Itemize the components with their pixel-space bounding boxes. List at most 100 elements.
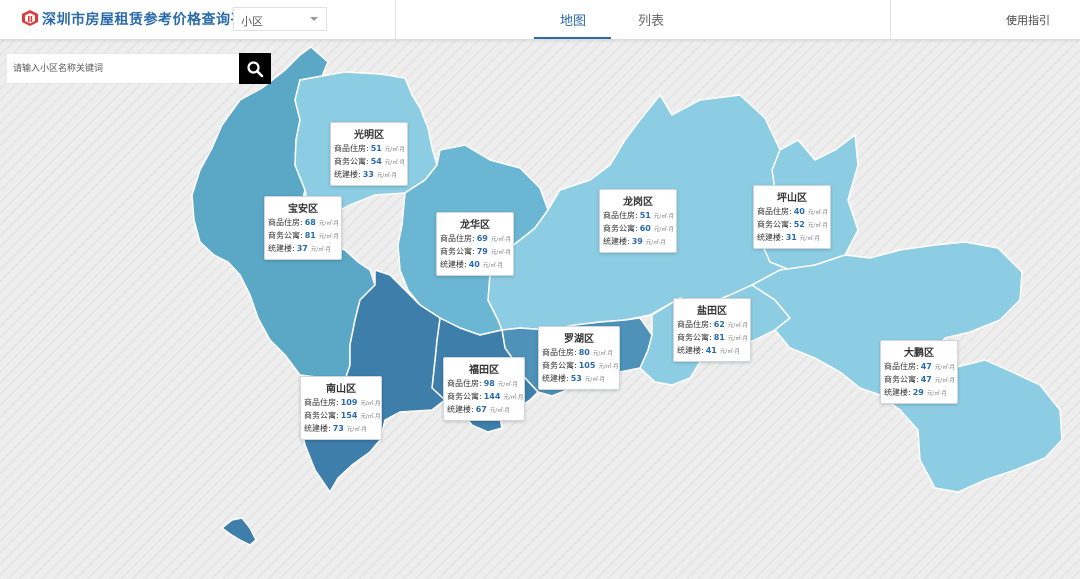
row-unit: 元/㎡·月 [346, 427, 367, 433]
guide-link[interactable]: 使用指引 [1006, 14, 1050, 27]
row-label: 商务公寓: [542, 361, 577, 370]
row-unit: 元/㎡·月 [482, 263, 503, 269]
row-value: 33 [362, 170, 374, 179]
district-card-futian[interactable]: 福田区 商品住房: 98 元/㎡·月 商务公寓: 144 元/㎡·月 统建楼: 67 元/㎡… [443, 357, 525, 421]
row-label: 商务公寓: [884, 375, 919, 384]
row-label: 统建楼: [447, 405, 474, 414]
row-value: 52 [793, 220, 805, 229]
row-unit: 元/㎡·月 [598, 364, 619, 370]
row-unit: 元/㎡·月 [360, 401, 381, 407]
row-unit: 元/㎡·月 [653, 214, 674, 220]
row-value: 105 [578, 361, 596, 370]
row-unit: 元/㎡·月 [503, 395, 524, 401]
row-unit: 元/㎡·月 [807, 210, 828, 216]
row-label: 商品住房: [603, 211, 638, 220]
row-label: 统建楼: [334, 170, 361, 179]
row-unit: 元/㎡·月 [653, 227, 674, 233]
row-value: 51 [370, 144, 382, 153]
row-unit: 元/㎡·月 [934, 365, 955, 371]
district-name: 福田区 [469, 365, 499, 376]
district-card-guangming[interactable]: 光明区 商品住房: 51 元/㎡·月 商务公寓: 54 元/㎡·月 统建楼: 33 元/㎡·… [330, 122, 408, 186]
row-unit: 元/㎡·月 [310, 247, 331, 253]
district-card-luohu[interactable]: 罗湖区 商品住房: 80 元/㎡·月 商务公寓: 105 元/㎡·月 统建楼: 53 元/㎡… [538, 326, 620, 390]
row-value: 81 [304, 231, 316, 240]
row-unit: 元/㎡·月 [490, 250, 511, 256]
row-label: 商务公寓: [677, 333, 712, 342]
row-value: 31 [785, 233, 797, 242]
tab-list[interactable]: 列表 [638, 14, 665, 29]
active-tab-indicator [534, 37, 611, 39]
row-value: 154 [340, 411, 358, 420]
row-label: 商务公寓: [334, 157, 369, 166]
row-unit: 元/㎡·月 [799, 236, 820, 242]
tab-map[interactable]: 地图 [560, 14, 587, 29]
row-label: 统建楼: [440, 260, 467, 269]
row-value: 80 [578, 348, 590, 357]
row-value: 39 [631, 237, 643, 246]
row-value: 60 [639, 224, 651, 233]
district-card-nanshan[interactable]: 南山区 商品住房: 109 元/㎡·月 商务公寓: 154 元/㎡·月 统建楼: 73 元/… [300, 376, 382, 440]
row-label: 统建楼: [757, 233, 784, 242]
row-value: 79 [476, 247, 488, 256]
row-value: 40 [793, 207, 805, 216]
row-label: 统建楼: [603, 237, 630, 246]
row-value: 53 [570, 374, 582, 383]
divider [395, 0, 396, 39]
map-region-island [221, 517, 257, 546]
app-title: 深圳市房屋租赁参考价格查询平台 [42, 12, 260, 28]
type-select[interactable]: 小区 [233, 7, 327, 31]
district-name: 盐田区 [697, 306, 727, 317]
district-card-pingshan[interactable]: 坪山区 商品住房: 40 元/㎡·月 商务公寓: 52 元/㎡·月 统建楼: 31 元/㎡·… [753, 185, 831, 249]
row-unit: 元/㎡·月 [926, 391, 947, 397]
row-value: 73 [332, 424, 344, 433]
row-unit: 元/㎡·月 [360, 414, 381, 420]
row-unit: 元/㎡·月 [592, 351, 613, 357]
row-label: 统建楼: [884, 388, 911, 397]
type-select-value: 小区 [241, 15, 263, 28]
row-unit: 元/㎡·月 [497, 382, 518, 388]
logo-icon [22, 10, 38, 26]
row-unit: 元/㎡·月 [584, 377, 605, 383]
district-card-yantian[interactable]: 盐田区 商品住房: 62 元/㎡·月 商务公寓: 81 元/㎡·月 统建楼: 41 元/㎡·… [673, 298, 751, 362]
search-button[interactable] [239, 53, 271, 84]
district-name: 南山区 [326, 384, 356, 395]
row-label: 商品住房: [542, 348, 577, 357]
row-label: 商品住房: [884, 362, 919, 371]
row-value: 29 [912, 388, 924, 397]
row-value: 109 [340, 398, 358, 407]
row-label: 商品住房: [757, 207, 792, 216]
row-value: 67 [475, 405, 487, 414]
row-label: 统建楼: [542, 374, 569, 383]
search-icon [247, 60, 264, 77]
row-label: 商品住房: [440, 234, 475, 243]
row-value: 98 [483, 379, 495, 388]
row-unit: 元/㎡·月 [934, 378, 955, 384]
row-value: 37 [296, 244, 308, 253]
district-name: 龙岗区 [623, 197, 653, 208]
row-label: 商品住房: [268, 218, 303, 227]
row-unit: 元/㎡·月 [727, 336, 748, 342]
row-label: 商务公寓: [268, 231, 303, 240]
district-card-longgang[interactable]: 龙岗区 商品住房: 51 元/㎡·月 商务公寓: 60 元/㎡·月 统建楼: 39 元/㎡·… [599, 189, 677, 253]
row-value: 54 [370, 157, 382, 166]
row-label: 统建楼: [268, 244, 295, 253]
district-name: 光明区 [354, 130, 384, 141]
district-card-baoan[interactable]: 宝安区 商品住房: 68 元/㎡·月 商务公寓: 81 元/㎡·月 统建楼: 37 元/㎡·… [264, 196, 342, 260]
search-input[interactable] [7, 54, 239, 83]
row-value: 47 [920, 375, 932, 384]
row-unit: 元/㎡·月 [807, 223, 828, 229]
row-unit: 元/㎡·月 [384, 147, 405, 153]
district-name: 龙华区 [460, 220, 490, 231]
row-unit: 元/㎡·月 [376, 173, 397, 179]
row-label: 商品住房: [447, 379, 482, 388]
row-unit: 元/㎡·月 [645, 240, 666, 246]
row-unit: 元/㎡·月 [489, 408, 510, 414]
divider [890, 0, 891, 39]
row-label: 商务公寓: [440, 247, 475, 256]
district-card-dapeng[interactable]: 大鹏区 商品住房: 47 元/㎡·月 商务公寓: 47 元/㎡·月 统建楼: 29 元/㎡·… [880, 340, 958, 404]
district-name: 宝安区 [288, 204, 318, 215]
row-label: 商务公寓: [603, 224, 638, 233]
district-card-longhua[interactable]: 龙华区 商品住房: 69 元/㎡·月 商务公寓: 79 元/㎡·月 统建楼: 40 元/㎡·… [436, 212, 514, 276]
district-name: 罗湖区 [564, 334, 594, 345]
